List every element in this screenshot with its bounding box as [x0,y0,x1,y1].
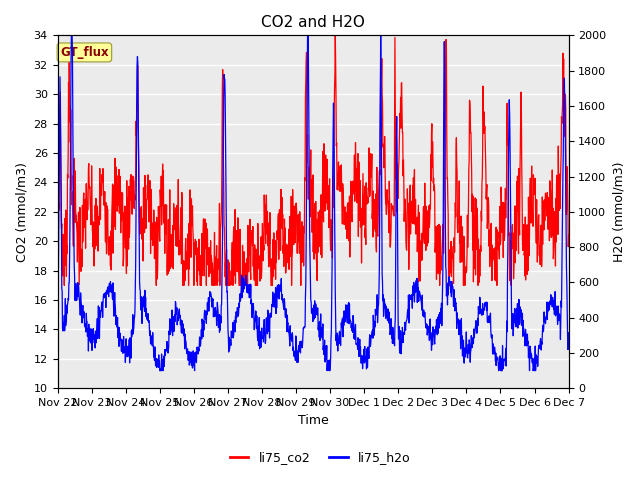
Legend: li75_co2, li75_h2o: li75_co2, li75_h2o [225,446,415,469]
li75_h2o [225,335,233,340]
li75_co2 [156,204,163,210]
li75_h2o [54,323,61,328]
Line: li75_h2o: li75_h2o [58,36,568,371]
X-axis label: Time: Time [298,414,328,427]
li75_h2o [564,346,572,352]
li75_h2o [156,362,163,368]
Y-axis label: CO2 (mmol/m3): CO2 (mmol/m3) [15,162,28,262]
li75_h2o [68,33,76,38]
li75_h2o [460,337,467,343]
Line: li75_co2: li75_co2 [58,36,568,286]
li75_co2 [168,239,175,245]
li75_co2 [225,283,232,288]
li75_h2o [505,145,513,151]
li75_co2 [332,33,339,38]
li75_co2 [564,232,572,238]
li75_h2o [156,368,164,373]
li75_h2o [393,114,401,120]
li75_co2 [60,283,68,288]
Y-axis label: H2O (mmol/m3): H2O (mmol/m3) [612,162,625,262]
Text: GT_flux: GT_flux [60,46,109,59]
li75_co2 [505,222,513,228]
Title: CO2 and H2O: CO2 and H2O [261,15,365,30]
li75_co2 [460,283,467,288]
li75_h2o [168,307,176,313]
li75_co2 [54,180,61,186]
li75_co2 [393,209,401,215]
